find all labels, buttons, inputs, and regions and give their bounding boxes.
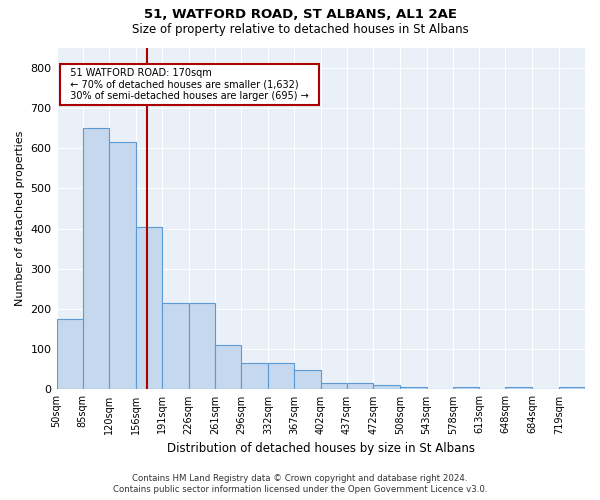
Text: Contains HM Land Registry data © Crown copyright and database right 2024.
Contai: Contains HM Land Registry data © Crown c… [113,474,487,494]
Y-axis label: Number of detached properties: Number of detached properties [15,131,25,306]
Bar [136,226,163,390]
Bar [373,384,400,390]
Text: 51 WATFORD ROAD: 170sqm  
  ← 70% of detached houses are smaller (1,632)  
  30%: 51 WATFORD ROAD: 170sqm ← 70% of detache… [64,68,315,101]
X-axis label: Distribution of detached houses by size in St Albans: Distribution of detached houses by size … [167,442,475,455]
Bar [56,319,83,390]
Bar [347,383,373,390]
Bar [188,303,215,390]
Bar [163,303,188,390]
Bar [505,386,532,390]
Bar [83,128,109,390]
Bar [109,142,136,390]
Bar [321,383,347,390]
Bar [295,370,321,390]
Text: 51, WATFORD ROAD, ST ALBANS, AL1 2AE: 51, WATFORD ROAD, ST ALBANS, AL1 2AE [143,8,457,20]
Bar [400,386,427,390]
Bar [453,386,479,390]
Bar [559,386,585,390]
Text: Size of property relative to detached houses in St Albans: Size of property relative to detached ho… [131,22,469,36]
Bar [215,345,241,390]
Bar [268,364,295,390]
Bar [241,364,268,390]
